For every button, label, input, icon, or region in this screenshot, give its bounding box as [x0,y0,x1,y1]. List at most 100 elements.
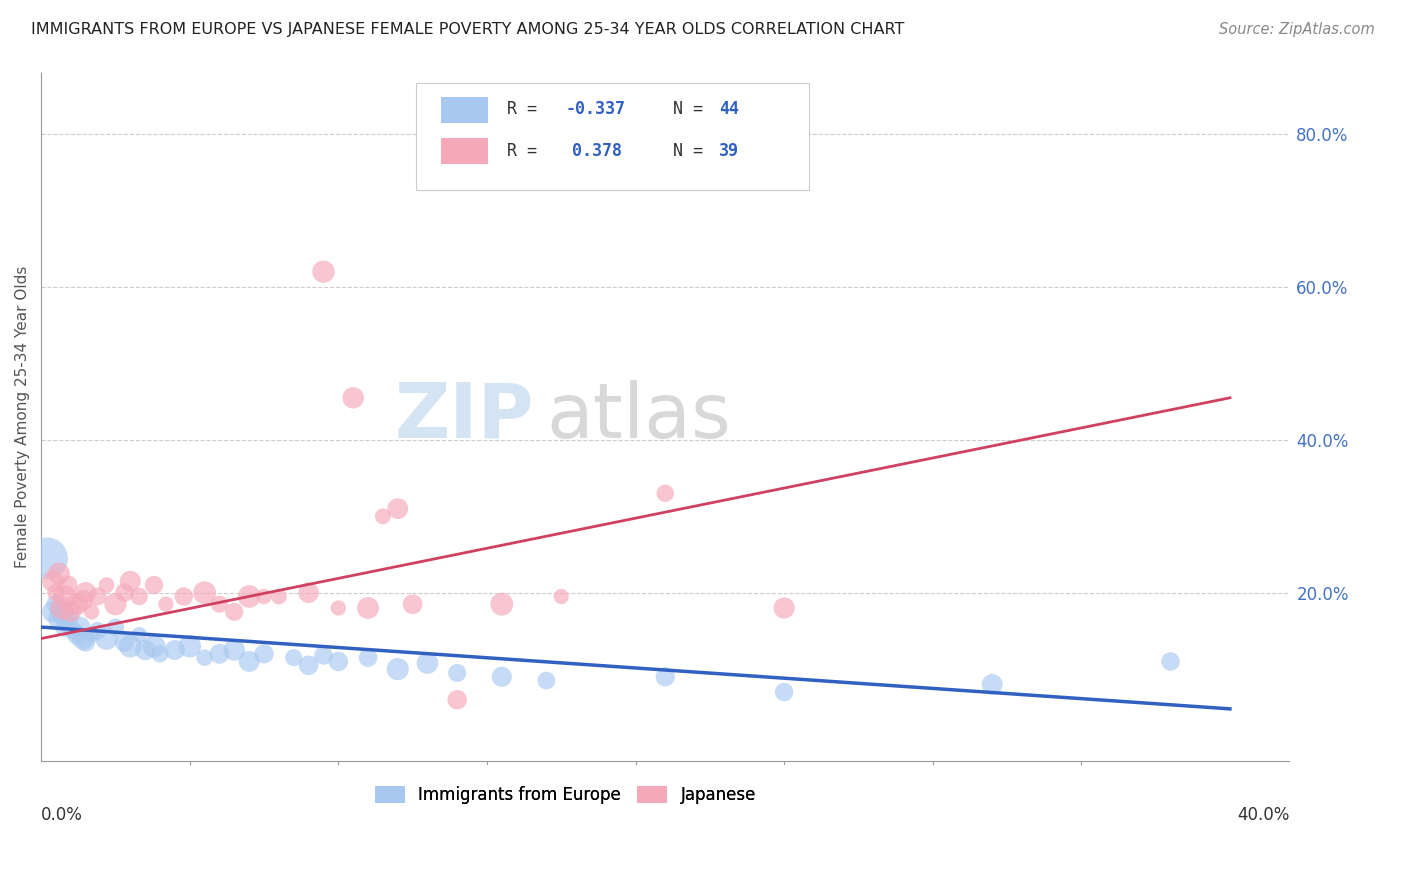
Point [42,574,65,589]
Point [48,612,70,626]
Point [773,685,796,699]
Point [550,590,572,604]
Text: ZIP: ZIP [395,380,534,454]
Text: IMMIGRANTS FROM EUROPE VS JAPANESE FEMALE POVERTY AMONG 25-34 YEAR OLDS CORRELAT: IMMIGRANTS FROM EUROPE VS JAPANESE FEMAL… [31,22,904,37]
Point [56,616,79,631]
Point [163,643,186,657]
Point [59,608,82,623]
Point [128,628,150,642]
Point [66,597,89,611]
Point [312,648,335,663]
Text: 0.378: 0.378 [572,142,621,160]
Point [173,590,195,604]
Text: R =: R = [506,101,547,119]
Text: Source: ZipAtlas.com: Source: ZipAtlas.com [1219,22,1375,37]
Point [194,585,217,599]
Point [357,650,380,665]
Point [491,670,513,684]
Point [128,590,150,604]
Point [69,620,91,634]
Point [179,639,201,653]
Point [112,635,135,649]
Point [357,601,380,615]
Point [80,628,103,642]
Point [342,391,364,405]
Point [387,501,409,516]
Point [224,643,246,657]
Point [328,601,350,615]
Point [75,585,97,599]
Point [238,590,260,604]
Point [1159,655,1181,669]
Point [45,597,67,611]
Point [51,601,73,615]
Point [155,597,177,611]
Point [66,628,89,642]
Point [143,578,166,592]
Point [48,566,70,581]
Point [104,620,127,634]
Text: N =: N = [652,101,713,119]
Point [981,677,1004,691]
Text: atlas: atlas [547,380,731,454]
FancyBboxPatch shape [440,138,488,164]
Point [654,486,676,500]
Point [773,601,796,615]
Point [96,578,118,592]
Point [536,673,558,688]
Point [53,620,76,634]
Point [387,662,409,676]
Point [86,590,108,604]
Point [401,597,423,611]
Point [253,590,276,604]
Point [56,578,79,592]
Text: 40.0%: 40.0% [1237,805,1289,823]
Point [42,605,65,619]
Point [238,655,260,669]
Point [86,624,108,638]
Point [35,551,58,566]
Point [75,635,97,649]
Point [208,647,231,661]
FancyBboxPatch shape [440,97,488,123]
Point [134,643,156,657]
Text: 0.0%: 0.0% [41,805,83,823]
Point [491,597,513,611]
Point [120,639,142,653]
Point [80,605,103,619]
Point [149,647,172,661]
Text: R =: R = [506,142,557,160]
FancyBboxPatch shape [416,83,808,190]
Point [312,265,335,279]
Point [416,656,439,670]
Point [51,605,73,619]
Text: 39: 39 [718,142,740,160]
Point [45,585,67,599]
Point [104,597,127,611]
Point [72,593,94,607]
Point [120,574,142,589]
Point [143,639,166,653]
Text: 44: 44 [718,101,740,119]
Point [297,585,319,599]
Text: -0.337: -0.337 [565,101,626,119]
Point [96,632,118,646]
Point [53,590,76,604]
Legend: Immigrants from Europe, Japanese: Immigrants from Europe, Japanese [368,780,763,811]
Y-axis label: Female Poverty Among 25-34 Year Olds: Female Poverty Among 25-34 Year Olds [15,266,30,568]
Point [253,647,276,661]
Point [297,658,319,673]
Point [267,590,290,604]
Point [59,605,82,619]
Point [654,670,676,684]
Point [328,655,350,669]
Point [224,605,246,619]
Point [62,624,84,638]
Point [194,650,217,665]
Point [446,692,468,706]
Point [283,650,305,665]
Point [72,632,94,646]
Point [446,665,468,680]
Point [371,509,394,524]
Point [208,597,231,611]
